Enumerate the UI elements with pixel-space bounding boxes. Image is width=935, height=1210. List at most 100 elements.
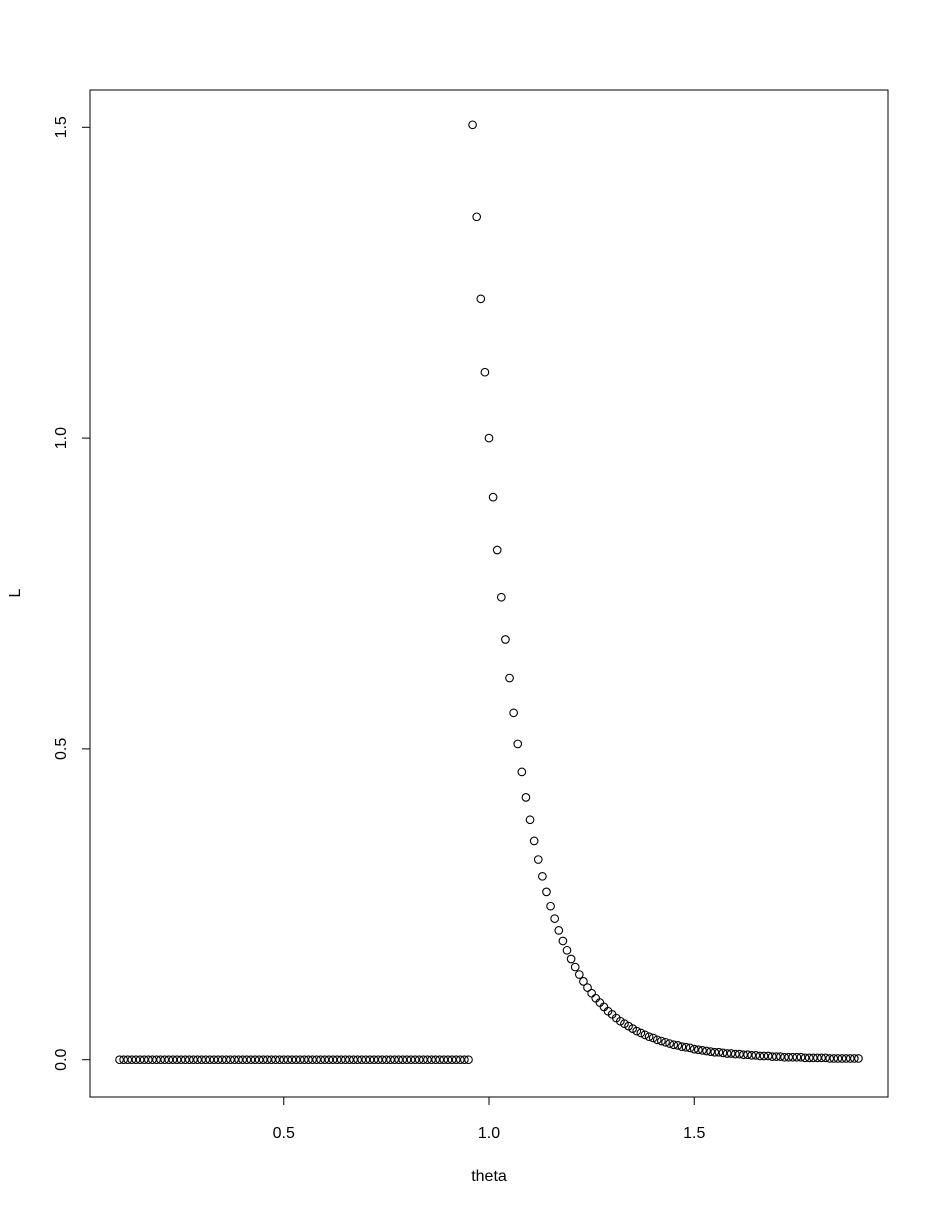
point xyxy=(566,954,576,964)
point xyxy=(131,1055,141,1065)
point xyxy=(316,1055,326,1065)
point xyxy=(665,1039,674,1048)
point xyxy=(776,1052,785,1061)
point xyxy=(221,1055,231,1065)
point xyxy=(197,1055,207,1065)
point xyxy=(345,1055,354,1065)
point xyxy=(209,1055,219,1065)
x-axis-label: theta xyxy=(471,1168,507,1185)
point xyxy=(164,1055,174,1065)
point xyxy=(837,1054,847,1063)
point xyxy=(542,887,551,897)
point xyxy=(406,1055,416,1065)
point xyxy=(632,1026,642,1036)
point xyxy=(267,1055,276,1065)
point xyxy=(513,739,523,749)
point xyxy=(312,1055,321,1065)
point xyxy=(644,1032,654,1042)
y-tick-label: 1.0 xyxy=(53,427,70,449)
point xyxy=(689,1044,699,1054)
point xyxy=(193,1055,202,1065)
point xyxy=(476,294,486,304)
point xyxy=(525,815,535,825)
point xyxy=(743,1050,752,1060)
point xyxy=(398,1055,408,1065)
point xyxy=(821,1053,830,1063)
y-tick-label: 1.5 xyxy=(53,116,70,138)
point xyxy=(710,1047,720,1057)
point xyxy=(804,1053,814,1063)
point xyxy=(324,1055,334,1065)
point xyxy=(546,901,555,911)
point xyxy=(230,1055,239,1065)
point xyxy=(718,1048,728,1058)
point xyxy=(217,1055,227,1065)
point xyxy=(423,1055,432,1065)
point xyxy=(739,1050,748,1060)
point xyxy=(254,1055,264,1065)
point xyxy=(792,1052,802,1062)
point xyxy=(669,1040,679,1050)
point xyxy=(427,1055,436,1065)
point xyxy=(591,993,601,1003)
point xyxy=(119,1055,129,1065)
point xyxy=(184,1055,194,1065)
point xyxy=(767,1052,777,1061)
point xyxy=(234,1055,243,1065)
x-tick-label: 0.5 xyxy=(273,1125,295,1142)
point xyxy=(402,1055,412,1065)
point xyxy=(201,1055,211,1065)
point xyxy=(435,1055,445,1065)
point xyxy=(365,1055,375,1065)
point xyxy=(562,945,572,955)
y-axis-label: L xyxy=(7,588,24,597)
point xyxy=(800,1053,810,1063)
point xyxy=(501,635,510,644)
plot-box xyxy=(89,89,889,1098)
point xyxy=(722,1049,732,1058)
y-tick-label: 0.0 xyxy=(53,1048,70,1070)
point xyxy=(246,1055,256,1065)
point xyxy=(472,212,482,222)
point xyxy=(825,1054,835,1063)
point xyxy=(279,1055,289,1065)
point xyxy=(554,926,564,935)
point xyxy=(299,1055,309,1065)
point xyxy=(694,1045,703,1055)
point xyxy=(295,1055,305,1065)
point xyxy=(431,1055,440,1065)
y-tick-label: 0.5 xyxy=(53,738,70,760)
point xyxy=(443,1055,453,1065)
point xyxy=(747,1051,757,1060)
point xyxy=(652,1035,662,1045)
point xyxy=(484,433,494,443)
point xyxy=(661,1037,670,1047)
point xyxy=(148,1055,157,1065)
point xyxy=(677,1042,687,1051)
point xyxy=(357,1055,367,1065)
point xyxy=(587,988,596,998)
point xyxy=(287,1055,297,1065)
point xyxy=(180,1055,190,1065)
point xyxy=(213,1055,223,1065)
point xyxy=(275,1055,284,1065)
point xyxy=(143,1055,153,1065)
point xyxy=(496,592,506,602)
point xyxy=(784,1052,794,1062)
point xyxy=(418,1055,428,1065)
point xyxy=(152,1055,161,1065)
point xyxy=(845,1054,855,1063)
point xyxy=(521,793,531,802)
point xyxy=(726,1049,736,1058)
point xyxy=(558,936,568,946)
point xyxy=(854,1054,863,1063)
x-tick-label: 1.0 xyxy=(478,1125,500,1142)
point xyxy=(833,1054,843,1063)
point xyxy=(410,1055,420,1065)
point xyxy=(262,1055,272,1065)
point xyxy=(788,1052,798,1062)
point xyxy=(189,1055,198,1065)
point xyxy=(139,1055,149,1065)
point xyxy=(517,767,527,777)
